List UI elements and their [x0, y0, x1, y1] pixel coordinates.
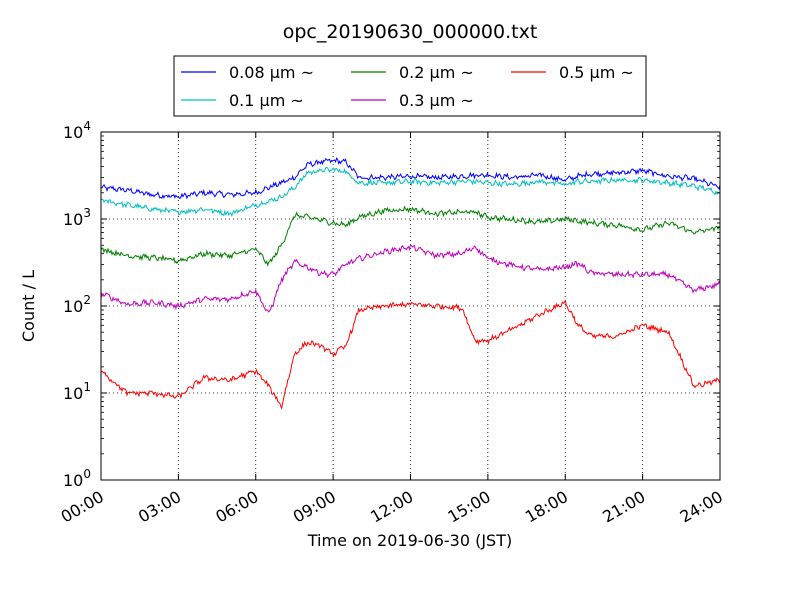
x-tick-label: 00:00	[58, 487, 107, 527]
x-tick-label: 06:00	[212, 487, 261, 527]
y-tick-label: 104	[63, 119, 91, 142]
legend-label: 0.08 µm ~	[229, 63, 314, 82]
chart-title: opc_20190630_000000.txt	[283, 21, 538, 43]
y-tick-label: 100	[63, 467, 91, 490]
series-line-3	[100, 244, 721, 313]
x-tick-label: 21:00	[599, 487, 648, 527]
y-tick-base: 10	[63, 384, 83, 403]
x-tick-label: 12:00	[367, 487, 416, 527]
y-tick-exponent: 3	[83, 206, 91, 220]
legend-label: 0.5 µm ~	[559, 63, 634, 82]
legend-label: 0.1 µm ~	[229, 91, 304, 110]
x-tick-label: 18:00	[522, 487, 571, 527]
x-tick-label: 03:00	[135, 487, 184, 527]
x-axis-label: Time on 2019-06-30 (JST)	[307, 531, 512, 550]
x-tick-label: 09:00	[290, 487, 339, 527]
y-tick-base: 10	[63, 123, 83, 142]
y-axis-label: Count / L	[19, 270, 38, 342]
y-tick-exponent: 4	[83, 119, 91, 133]
legend: 0.08 µm ~ 0.1 µm ~ 0.2 µm ~ 0.3 µm ~ 0.5 µm …	[173, 55, 647, 117]
y-tick-exponent: 2	[83, 293, 91, 307]
grid-lines	[101, 132, 720, 480]
series-line-2	[100, 205, 721, 268]
y-tick-label: 103	[63, 206, 91, 229]
y-tick-base: 10	[63, 471, 83, 490]
y-tick-label: 101	[63, 380, 91, 403]
plot-area	[100, 157, 721, 410]
y-tick-exponent: 0	[83, 467, 91, 481]
series-line-1	[100, 166, 721, 218]
series-line-0	[100, 157, 721, 200]
x-tick-label: 15:00	[444, 487, 493, 527]
y-tick-label: 102	[63, 293, 91, 316]
x-axis-tick-labels: 00:00 03:00 06:00 09:00 12:00 15:00 18:00 21:00…	[58, 487, 726, 527]
legend-box	[173, 55, 647, 117]
x-tick-label: 24:00	[677, 487, 726, 527]
legend-label: 0.2 µm ~	[399, 63, 474, 82]
y-tick-base: 10	[63, 297, 83, 316]
y-tick-base: 10	[63, 210, 83, 229]
axis-ticks	[100, 131, 721, 481]
legend-label: 0.3 µm ~	[399, 91, 474, 110]
series-line-4	[100, 299, 721, 410]
y-tick-exponent: 1	[83, 380, 91, 394]
